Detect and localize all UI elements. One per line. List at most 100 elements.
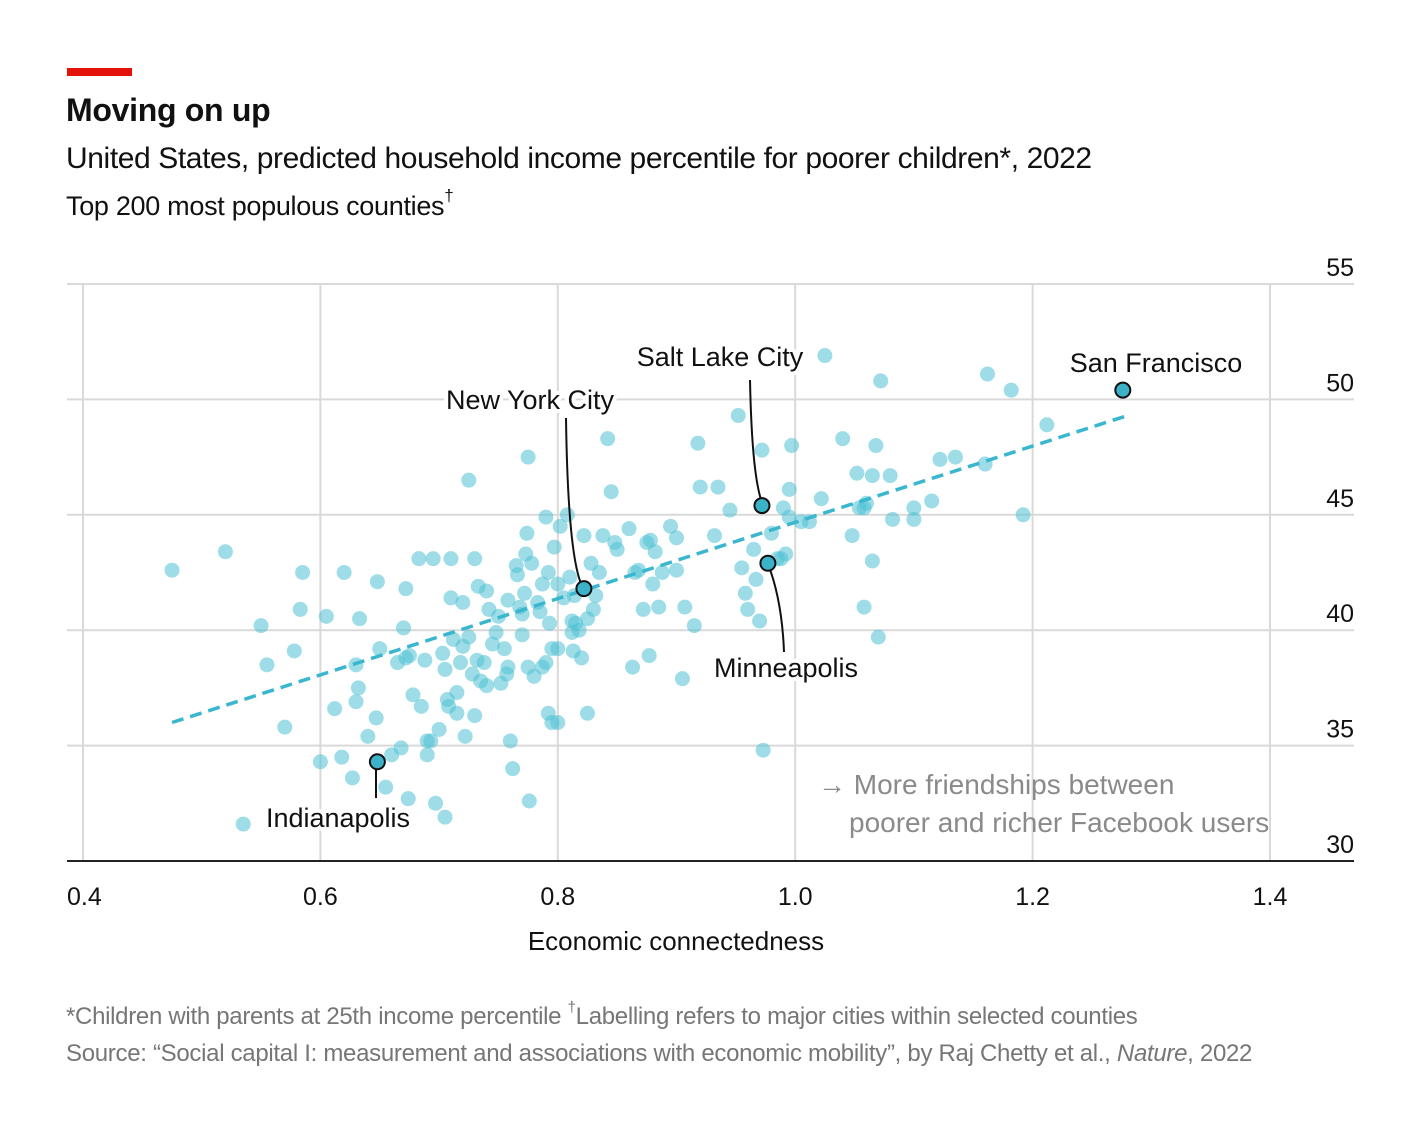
scatter-point <box>722 502 738 518</box>
scatter-point <box>443 590 459 606</box>
scatter-point <box>393 740 409 756</box>
x-tick-label: 0.6 <box>303 883 338 911</box>
source-part-2: , 2022 <box>1187 1040 1253 1067</box>
highlight-point <box>1114 381 1132 399</box>
scatter-point <box>235 816 251 832</box>
callout-label: Indianapolis <box>266 803 410 833</box>
footnote-dagger: † <box>567 999 576 1016</box>
scatter-point <box>502 733 518 749</box>
highlight-point <box>368 753 386 771</box>
scatter-point <box>864 553 880 569</box>
source-line: Source: “Social capital I: measurement a… <box>66 1040 1252 1068</box>
y-tick-label: 55 <box>1326 254 1354 282</box>
scatter-point <box>455 595 471 611</box>
scatter-point <box>435 645 451 661</box>
scatter-point <box>669 562 684 578</box>
scatter-point <box>449 705 465 721</box>
scatter-point <box>844 528 860 544</box>
scatter-point <box>641 648 657 664</box>
scatter-point <box>979 366 995 382</box>
scatter-point <box>906 500 922 516</box>
source-part-1: Source: “Social capital I: measurement a… <box>66 1040 1117 1067</box>
scatter-point <box>642 532 658 548</box>
scatter-point <box>868 438 884 454</box>
scatter-point <box>562 569 578 585</box>
scatter-point <box>259 657 275 673</box>
scatter-point <box>401 648 417 664</box>
scatter-point <box>690 435 706 451</box>
y-tick-label: 30 <box>1326 831 1354 859</box>
x-axis-label: Economic connectedness <box>528 926 824 956</box>
scatter-point <box>635 601 651 617</box>
scatter-point <box>295 565 311 580</box>
axis-ticks: 0.4 0.6 0.8 1.0 1.2 1.4 30 35 40 45 50 55 <box>67 254 1354 911</box>
scatter-point <box>398 581 414 597</box>
callout-label: San Francisco <box>1070 348 1243 378</box>
scatter-point <box>520 449 536 465</box>
scatter-point <box>517 585 533 601</box>
scatter-point <box>443 551 459 567</box>
scatter-point <box>932 451 948 467</box>
scatter-point <box>368 710 384 726</box>
scatter-point <box>625 659 641 675</box>
scatter-point <box>334 749 350 765</box>
scatter-point <box>654 565 670 580</box>
scatter-point <box>532 604 548 620</box>
trend-line <box>171 413 1129 725</box>
scatter-point <box>467 708 483 724</box>
scatter-point <box>924 493 940 509</box>
scatter-point <box>784 438 800 454</box>
scatter-point <box>496 641 512 657</box>
scatter-point <box>521 793 537 809</box>
scatter-point <box>856 599 872 615</box>
scatter-point <box>461 472 477 488</box>
scatter-point <box>488 625 504 641</box>
scatter-point <box>550 641 566 657</box>
scatter-point <box>546 539 562 555</box>
scatter-point <box>485 636 501 652</box>
scatter-point <box>730 408 746 424</box>
callout-label: Minneapolis <box>714 653 858 683</box>
gridlines <box>67 283 1354 862</box>
scatter-point <box>1015 507 1031 523</box>
callout-label-halo: New York City <box>446 385 615 415</box>
scatter-chart: 0.4 0.6 0.8 1.0 1.2 1.4 30 35 40 45 50 55 San Franc… <box>67 254 1354 956</box>
scatter-point <box>746 541 762 557</box>
scatter-point <box>781 509 797 525</box>
scatter-point <box>552 518 568 534</box>
scatter-point <box>706 528 722 544</box>
scatter-point <box>651 599 667 615</box>
scatter-point <box>318 608 334 624</box>
scatter-point <box>813 491 829 507</box>
x-tick-label: 0.8 <box>540 883 575 911</box>
scatter-point <box>534 576 550 592</box>
scatter-point <box>817 348 833 364</box>
scatter-point <box>479 583 495 599</box>
data-points <box>164 348 1055 832</box>
callout-leader <box>767 563 785 653</box>
annotation-line-1: → More friendships between <box>818 769 1174 800</box>
scatter-point <box>781 481 797 497</box>
scatter-point <box>350 680 366 696</box>
scatter-point <box>277 719 293 735</box>
dagger-mark: † <box>444 186 454 205</box>
chart-subtitle: United States, predicted household incom… <box>66 142 1092 175</box>
scatter-point <box>514 627 530 643</box>
scatter-point <box>479 678 495 694</box>
brand-red-bar <box>67 68 132 76</box>
scatter-point <box>647 544 663 560</box>
scatter-point <box>413 698 429 714</box>
scatter-point <box>550 715 566 731</box>
scatter-point <box>360 728 376 744</box>
scatter-point <box>437 809 453 825</box>
scatter-point <box>519 525 535 541</box>
scatter-point <box>461 629 477 645</box>
scatter-point <box>835 431 851 447</box>
scatter-point <box>571 622 587 638</box>
footnote-part-1: *Children with parents at 25th income pe… <box>66 1003 568 1030</box>
scatter-point <box>550 576 566 592</box>
y-tick-label: 40 <box>1326 600 1354 628</box>
scatter-point <box>540 565 556 580</box>
scatter-point <box>595 528 611 544</box>
